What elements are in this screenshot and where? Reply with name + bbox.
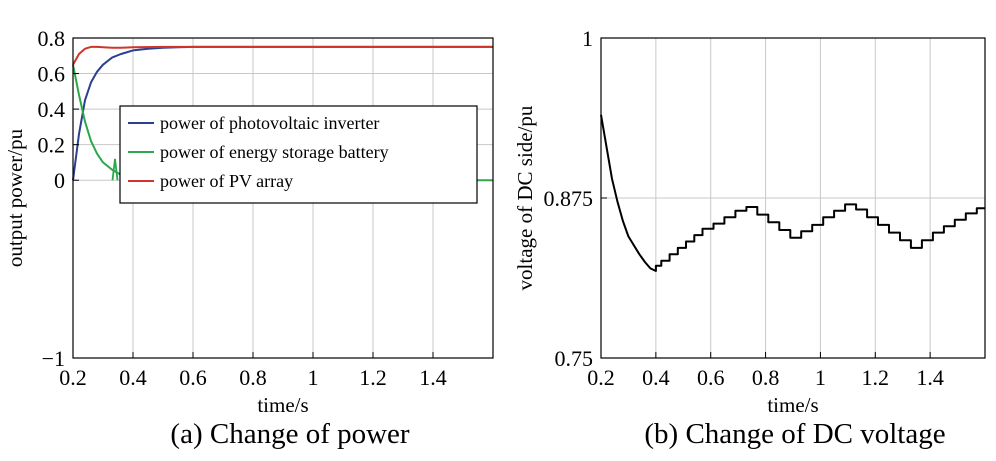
series-spike bbox=[111, 158, 119, 181]
y-tick-label: 0.4 bbox=[38, 97, 66, 122]
panel-a-frame bbox=[72, 37, 494, 359]
y-tick-label: −1 bbox=[42, 346, 65, 371]
y-tick-label: 0.2 bbox=[38, 133, 66, 158]
panel-b-series bbox=[600, 114, 985, 272]
x-tick-label: 0.4 bbox=[642, 365, 670, 390]
y-tick-label: 0.875 bbox=[544, 186, 594, 211]
x-tick-label: 1 bbox=[815, 365, 826, 390]
y-tick-label: 0.75 bbox=[555, 346, 594, 371]
panel-b-ticks: 0.2 0.4 0.6 0.8 1 1.2 1.4 0.75 0.875 1 bbox=[544, 26, 944, 390]
x-tick-label: 1.2 bbox=[862, 365, 890, 390]
y-tick-label: 0.8 bbox=[38, 26, 66, 51]
panel-a-caption: (a) Change of power bbox=[170, 418, 409, 450]
y-tick-label: 0 bbox=[54, 168, 65, 193]
panel-a-power-chart: 0.2 0.4 0.6 0.8 1 1.2 1.4 −1 0 0.2 0.4 0.6 0.8 power… bbox=[3, 26, 494, 450]
x-tick-label: 0.2 bbox=[587, 365, 615, 390]
panel-a-x-axis-label: time/s bbox=[257, 393, 308, 417]
legend-label: power of PV array bbox=[160, 171, 293, 191]
x-tick-label: 0.4 bbox=[119, 365, 147, 390]
x-tick-label: 1 bbox=[308, 365, 319, 390]
panel-b-x-axis-label: time/s bbox=[767, 393, 818, 417]
legend-label: power of photovoltaic inverter bbox=[160, 113, 379, 133]
panel-a-legend: power of photovoltaic inverter power of e… bbox=[119, 105, 478, 204]
x-tick-label: 1.4 bbox=[419, 365, 447, 390]
legend-box bbox=[119, 105, 478, 204]
panel-a-y-axis-label: output power/pu bbox=[3, 128, 27, 267]
x-tick-label: 0.6 bbox=[697, 365, 725, 390]
x-tick-label: 0.6 bbox=[179, 365, 207, 390]
y-tick-label: 0.6 bbox=[38, 62, 66, 87]
x-tick-label: 1.2 bbox=[359, 365, 387, 390]
panel-b-grid bbox=[600, 37, 985, 359]
x-tick-label: 1.4 bbox=[916, 365, 944, 390]
y-tick-label: 1 bbox=[582, 26, 593, 51]
x-tick-label: 0.8 bbox=[239, 365, 267, 390]
panel-b-y-axis-label: voltage of DC side/pu bbox=[513, 105, 537, 290]
x-tick-label: 0.2 bbox=[59, 365, 87, 390]
series-line-0 bbox=[600, 114, 985, 272]
x-tick-label: 0.8 bbox=[752, 365, 780, 390]
panel-b-voltage-chart: 0.2 0.4 0.6 0.8 1 1.2 1.4 0.75 0.875 1 time/s vol… bbox=[513, 26, 986, 450]
legend-label: power of energy storage battery bbox=[160, 142, 389, 162]
panel-b-caption: (b) Change of DC voltage bbox=[644, 418, 945, 450]
panel-a-ticks: 0.2 0.4 0.6 0.8 1 1.2 1.4 −1 0 0.2 0.4 0.6 0.8 bbox=[38, 26, 447, 390]
series-line-2 bbox=[72, 45, 493, 66]
